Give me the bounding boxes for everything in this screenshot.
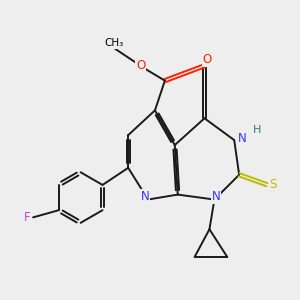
Text: F: F <box>24 211 31 224</box>
Text: S: S <box>269 178 277 191</box>
Text: CH₃: CH₃ <box>104 38 124 48</box>
Text: N: N <box>238 132 247 145</box>
Text: H: H <box>253 124 261 135</box>
Text: N: N <box>212 190 220 203</box>
Text: O: O <box>203 53 212 66</box>
Text: O: O <box>136 59 145 72</box>
Text: N: N <box>141 190 149 203</box>
